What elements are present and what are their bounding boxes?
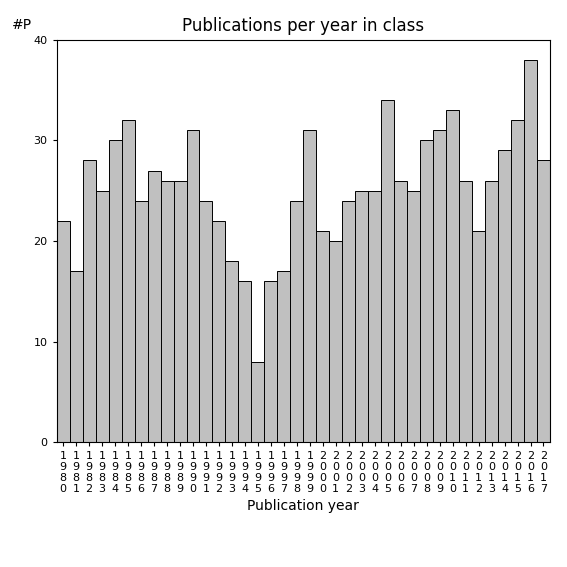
Bar	[316, 231, 329, 442]
Bar	[459, 180, 472, 442]
Bar	[303, 130, 316, 442]
Bar	[134, 201, 147, 442]
Bar	[511, 120, 524, 442]
Bar	[109, 141, 121, 442]
Bar	[174, 180, 187, 442]
Bar	[121, 120, 134, 442]
Bar	[342, 201, 356, 442]
Title: Publications per year in class: Publications per year in class	[182, 18, 425, 35]
Bar	[433, 130, 446, 442]
Bar	[381, 100, 394, 442]
Bar	[147, 171, 160, 442]
Bar	[213, 221, 226, 442]
Bar	[368, 191, 381, 442]
Bar	[524, 60, 537, 442]
Bar	[394, 180, 407, 442]
Bar	[407, 191, 420, 442]
Bar	[277, 271, 290, 442]
Bar	[420, 141, 433, 442]
Bar	[70, 271, 83, 442]
Bar	[356, 191, 368, 442]
Bar	[290, 201, 303, 442]
Bar	[446, 110, 459, 442]
Bar	[200, 201, 213, 442]
Bar	[251, 362, 264, 442]
Bar	[239, 281, 251, 442]
Bar	[96, 191, 109, 442]
Bar	[160, 180, 174, 442]
Bar	[57, 221, 70, 442]
Bar	[485, 180, 498, 442]
X-axis label: Publication year: Publication year	[247, 499, 359, 513]
Y-axis label: #P: #P	[12, 18, 32, 32]
Bar	[187, 130, 200, 442]
Bar	[226, 261, 239, 442]
Bar	[264, 281, 277, 442]
Bar	[329, 241, 342, 442]
Bar	[83, 160, 96, 442]
Bar	[537, 160, 550, 442]
Bar	[472, 231, 485, 442]
Bar	[498, 150, 511, 442]
